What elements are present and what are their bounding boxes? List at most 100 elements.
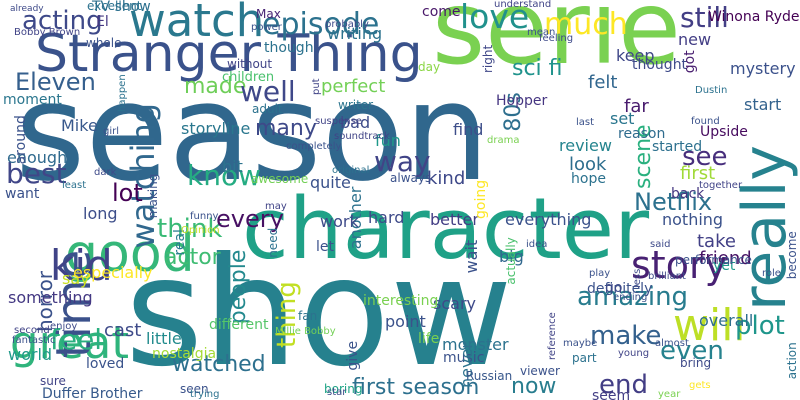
word-funny: funny	[190, 211, 219, 222]
word-hopper: Hopper	[496, 93, 548, 109]
word-best: best	[6, 157, 67, 190]
word-people: people	[226, 249, 251, 325]
word-friend: friend	[699, 248, 752, 269]
word-music: music	[443, 350, 485, 366]
word-amazing: amazing	[577, 282, 689, 312]
word-really: really	[730, 145, 800, 311]
word-el: El	[96, 14, 109, 30]
word-happen: happen	[117, 74, 128, 112]
word-winona-ryder: Winona Ryder	[708, 9, 800, 25]
word-bit: bit	[222, 157, 243, 176]
word-dustin: Dustin	[695, 85, 728, 96]
word-russian: Russian	[466, 369, 513, 383]
word-adult: adult	[252, 102, 283, 116]
word-something: something	[8, 288, 93, 307]
word-episode: episode	[262, 7, 380, 42]
word-probably: probably	[325, 19, 369, 30]
word-still: still	[680, 1, 729, 34]
word-end: end	[599, 370, 648, 400]
word-everything: everything	[505, 210, 592, 229]
word-enjoy: enjoy	[50, 321, 78, 332]
word-action: action	[785, 342, 799, 380]
word-mike: Mike	[61, 116, 98, 135]
word-power: power	[251, 22, 282, 33]
word-definitely: definitely	[587, 281, 653, 297]
word-dark: dark	[94, 167, 117, 178]
word-think: think	[157, 214, 223, 244]
word-watch: watch	[129, 0, 265, 47]
word-keep: keep	[616, 46, 655, 65]
word-every: every	[216, 205, 284, 233]
word-see: see	[682, 142, 728, 172]
word-completely: completely	[286, 141, 342, 152]
word-even: even	[660, 336, 724, 366]
word-enough: enough	[7, 148, 68, 167]
word-girl: girl	[103, 126, 120, 137]
word-role: role	[762, 268, 781, 279]
word-sci-fi: sci fi	[512, 56, 563, 81]
word-young: young	[618, 348, 650, 359]
word-start: start	[744, 95, 782, 114]
word-loved: loved	[86, 356, 125, 372]
word-drama: drama	[487, 135, 520, 146]
word-perfect: perfect	[321, 76, 386, 97]
word-duffer-brother: Duffer Brother	[42, 386, 143, 400]
word-part: part	[572, 351, 597, 365]
word-great: great	[10, 316, 129, 369]
word-original: original	[332, 165, 370, 176]
word-yet: yet	[713, 258, 736, 274]
word-feeling: feeling	[539, 33, 574, 44]
word-show: show	[125, 226, 513, 400]
word-interesting: interesting	[363, 293, 439, 309]
word-already: already	[10, 4, 44, 14]
word-bad: bad	[340, 113, 371, 132]
word-gets: gets	[689, 380, 711, 391]
word-cast: cast	[104, 320, 142, 341]
word-watched: watched	[172, 352, 266, 377]
word-making: making	[146, 173, 160, 219]
word-much: much	[544, 7, 628, 42]
word-good: good	[65, 224, 195, 284]
word-kid: kid	[50, 241, 113, 290]
word-quite: quite	[310, 173, 351, 192]
word-awesome: awesome	[251, 172, 309, 186]
word-well: well	[240, 75, 296, 108]
word-thing: thing	[272, 281, 302, 348]
word-millie-bobby: Millie Bobby	[275, 326, 336, 337]
word-children: children	[222, 70, 275, 85]
word-lot: lot	[112, 179, 143, 207]
word-scary: scary	[433, 294, 476, 313]
word-find: find	[453, 120, 484, 139]
word-soundtrack: soundtrack	[334, 131, 390, 142]
word-viewer: viewer	[520, 364, 560, 378]
word-thought: thought	[632, 57, 688, 73]
word-upside: Upside	[700, 124, 748, 140]
word-sure: sure	[40, 374, 66, 388]
word-whole: whole	[86, 36, 122, 50]
word-second: second	[14, 325, 50, 336]
word-boring: boring	[324, 382, 363, 396]
word-mean: mean	[527, 27, 556, 38]
word-acting: acting	[22, 6, 103, 36]
word-play: play	[589, 268, 611, 279]
word-felt: felt	[588, 72, 618, 93]
word-better: better	[430, 210, 479, 229]
word-least: least	[62, 180, 87, 191]
word-take: take	[697, 231, 736, 252]
word-tv-show: TV show	[92, 0, 151, 15]
word-set: set	[610, 109, 635, 128]
word-work: work	[320, 212, 359, 231]
word-without: without	[227, 57, 273, 71]
word-reason: reason	[618, 126, 666, 142]
word-feel: feel	[50, 323, 103, 356]
word-nostalgia: nostalgia	[152, 346, 217, 362]
word-star: star	[327, 387, 347, 398]
word-said: said	[650, 239, 671, 250]
word-bobby-brown: Bobby Brown	[14, 27, 81, 38]
word-many: many	[255, 116, 317, 141]
word-nothing: nothing	[662, 210, 724, 229]
word-big: big	[499, 247, 524, 266]
word-say: say	[62, 269, 90, 288]
word-brilliant: brilliant	[648, 271, 686, 282]
